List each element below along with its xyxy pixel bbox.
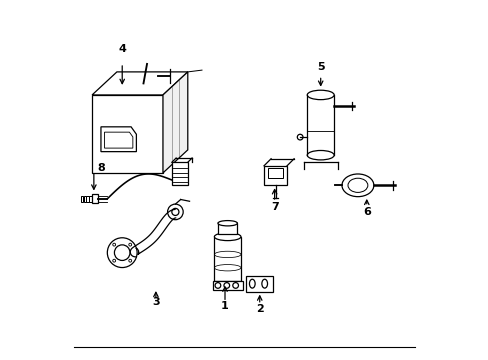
Text: 1: 1 — [221, 301, 228, 311]
Bar — [212, 281, 242, 290]
Bar — [83, 195, 86, 202]
Ellipse shape — [306, 90, 333, 100]
Bar — [264, 166, 286, 185]
Bar — [81, 195, 83, 202]
Text: 8: 8 — [97, 163, 104, 172]
Ellipse shape — [214, 233, 241, 240]
Polygon shape — [92, 95, 163, 173]
Polygon shape — [163, 72, 187, 173]
Bar — [89, 195, 91, 202]
Polygon shape — [92, 72, 187, 95]
Bar — [214, 237, 241, 281]
Ellipse shape — [341, 174, 373, 197]
Text: 7: 7 — [270, 202, 278, 212]
Circle shape — [232, 283, 238, 288]
Ellipse shape — [249, 279, 255, 288]
Bar — [246, 276, 272, 292]
Bar — [268, 168, 282, 179]
Circle shape — [297, 134, 303, 140]
Text: 4: 4 — [118, 44, 126, 54]
Text: 6: 6 — [362, 207, 370, 217]
Ellipse shape — [218, 221, 237, 226]
Ellipse shape — [262, 279, 267, 288]
Circle shape — [107, 238, 137, 267]
Circle shape — [224, 283, 229, 288]
Bar — [218, 223, 237, 234]
Text: 5: 5 — [316, 62, 324, 72]
Text: 2: 2 — [255, 304, 263, 314]
Ellipse shape — [306, 150, 333, 160]
Bar — [92, 194, 98, 203]
Bar — [86, 195, 88, 202]
Text: 3: 3 — [152, 297, 160, 307]
Circle shape — [167, 204, 183, 220]
Bar — [171, 162, 187, 185]
Circle shape — [215, 283, 220, 288]
